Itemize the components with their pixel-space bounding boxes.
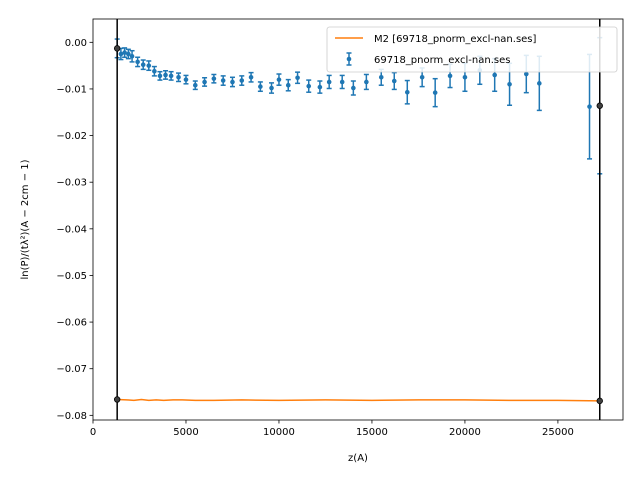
data-point [176, 74, 181, 80]
endpoint-marker [113, 45, 121, 52]
data-point [462, 74, 468, 80]
data-point [183, 77, 189, 82]
data-point [239, 78, 245, 83]
y-tick-label: −0.04 [56, 224, 87, 235]
data-point [211, 76, 217, 81]
x-tick-label: 5000 [173, 427, 198, 438]
legend-box [326, 26, 618, 73]
legend-entry-model: M2 [69718_pnorm_excl-nan.ses] [374, 34, 537, 45]
data-point [306, 83, 312, 89]
endpoint-marker [596, 102, 603, 109]
data-point [492, 72, 497, 78]
axes-frame [92, 18, 624, 421]
data-point [269, 85, 274, 91]
data-point [378, 74, 384, 80]
endpoint-marker [113, 396, 121, 403]
x-axis-label: z(A) [348, 453, 368, 464]
x-tick-label: 25000 [542, 427, 574, 438]
data-point [248, 74, 254, 80]
x-tick-label: 10000 [263, 427, 295, 438]
data-point [447, 73, 453, 79]
data-point [404, 89, 410, 95]
data-point [364, 79, 369, 85]
y-tick-label: −0.01 [56, 84, 87, 95]
data-point [129, 54, 135, 59]
data-point [339, 79, 345, 85]
y-tick-label: −0.02 [56, 131, 87, 142]
data-point [230, 79, 235, 85]
x-tick-label: 20000 [449, 427, 481, 438]
data-point [523, 71, 529, 77]
data-point [326, 79, 332, 85]
data-point [432, 90, 438, 95]
data-point [295, 75, 300, 81]
data-point [202, 79, 207, 85]
data-point [258, 84, 263, 89]
data-point [285, 82, 291, 88]
data-point [351, 85, 356, 91]
axes: 0 5000 10000 15000 20000 25000 0.00 −0.01 −0.02 −… [56, 18, 624, 438]
y-axis-label: ln(P)/(tλ²)(A − 2cm − 1) [20, 159, 31, 279]
data-point [157, 73, 163, 79]
data-point [118, 51, 124, 57]
legend-point [346, 56, 352, 62]
endpoint-marker [596, 397, 603, 405]
data-point [135, 59, 140, 65]
data-point [507, 81, 512, 87]
y-tick-label: 0.00 [65, 38, 87, 49]
data-point [163, 72, 168, 78]
data-point [146, 63, 152, 68]
y-tick-label: −0.03 [56, 178, 87, 189]
data-point [122, 50, 127, 55]
data-point [537, 81, 542, 86]
data-point [276, 77, 282, 82]
data-point [587, 104, 592, 109]
data-point [140, 62, 146, 67]
data-point [317, 84, 323, 90]
y-tick-label: −0.05 [56, 271, 87, 282]
y-tick-label: −0.08 [56, 411, 87, 422]
data-point [168, 73, 174, 79]
data-point [126, 51, 131, 57]
data-point [152, 68, 157, 74]
data-point [419, 74, 425, 80]
x-tick-label: 15000 [356, 427, 388, 438]
x-tick-label: 0 [90, 427, 96, 438]
data-point [391, 78, 397, 84]
data-point [220, 78, 226, 83]
model-line [117, 398, 600, 402]
plot-area [113, 19, 603, 420]
data-point [192, 82, 198, 88]
y-tick-label: −0.06 [56, 318, 87, 329]
legend-errorbar-sample [346, 52, 352, 66]
legend-entry-data: 69718_pnorm_excl-nan.ses [374, 55, 510, 66]
y-tick-label: −0.07 [56, 364, 87, 375]
legend: M2 [69718_pnorm_excl-nan.ses] 69718_pnor… [326, 26, 618, 73]
